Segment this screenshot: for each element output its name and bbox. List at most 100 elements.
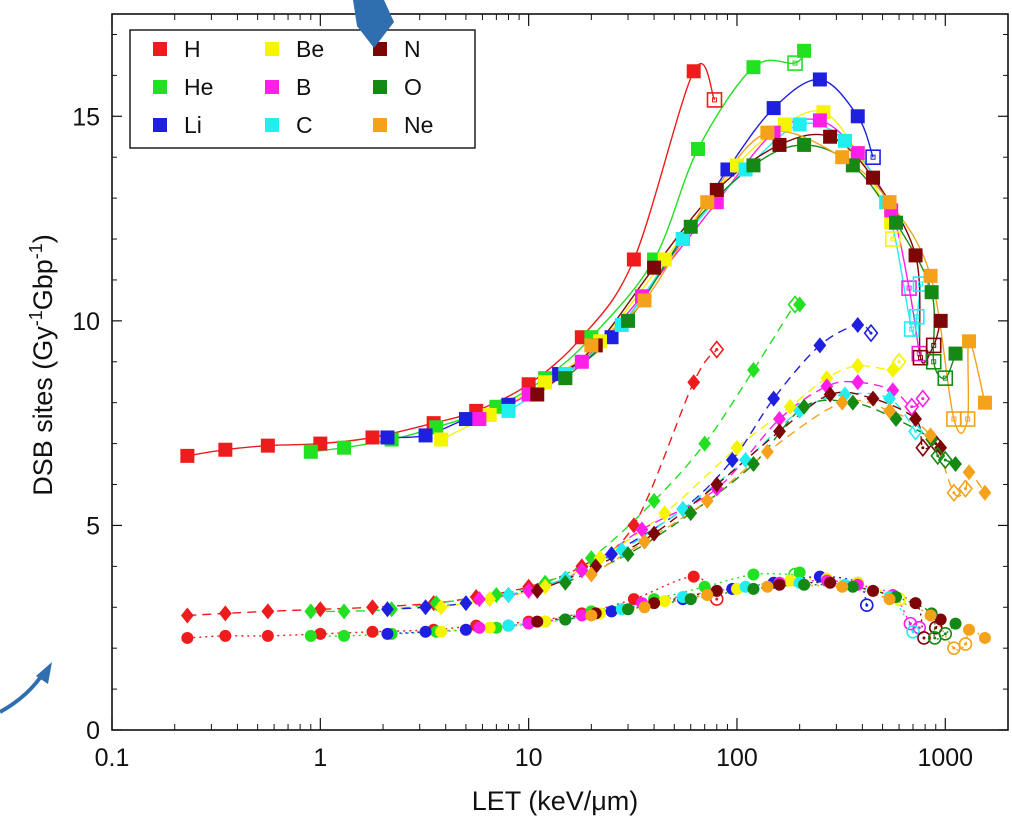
data-point-ne	[924, 427, 937, 444]
legend-label-c: C	[296, 112, 313, 138]
data-point-b	[574, 354, 589, 369]
open-data-point-o-inner	[942, 375, 948, 381]
open-data-point-o-inner	[931, 359, 937, 365]
data-point-ne	[963, 623, 976, 636]
data-point-ne	[701, 588, 714, 601]
legend-label-o: O	[404, 74, 422, 100]
data-point-h	[687, 570, 700, 583]
open-data-point-he-inner	[793, 573, 797, 577]
y-tick-label: 0	[86, 717, 100, 745]
data-point-li	[766, 101, 781, 116]
open-data-point-be	[885, 231, 901, 247]
data-point-be	[538, 375, 553, 390]
data-point-li	[380, 430, 395, 445]
legend-swatch-be	[265, 42, 279, 56]
data-point-o	[924, 285, 939, 300]
open-data-point-c-inner	[917, 281, 923, 287]
data-point-li	[605, 546, 618, 563]
data-point-ne	[962, 464, 976, 481]
data-point-n	[866, 170, 881, 185]
data-point-n	[908, 248, 923, 263]
data-point-h	[313, 601, 327, 618]
data-point-h	[181, 631, 194, 644]
data-point-h	[366, 599, 379, 616]
data-point-b	[851, 374, 865, 391]
y-axis-label-sup: -1	[26, 243, 46, 259]
data-point-o	[558, 574, 572, 591]
bottom-left-arrowhead-icon	[36, 662, 52, 684]
open-data-point-n-inner	[921, 446, 925, 450]
open-data-point-b-inner	[906, 285, 912, 291]
data-point-li	[459, 595, 473, 612]
data-point-li	[767, 390, 781, 407]
open-data-point-o	[938, 627, 953, 641]
open-data-point-o-inner	[943, 458, 947, 462]
legend-swatch-o	[373, 80, 387, 94]
y-tick-label: 10	[72, 308, 100, 336]
open-data-point-n-inner	[917, 355, 923, 361]
data-point-be	[851, 357, 865, 374]
open-data-point-he	[787, 55, 803, 71]
x-tick-label: 1	[313, 744, 327, 772]
open-data-point-ne-inner	[951, 416, 957, 422]
data-point-c	[502, 619, 515, 632]
y-axis-label-part: DSB sites (Gy	[28, 326, 58, 496]
data-point-he	[337, 440, 352, 455]
open-data-point-c-inner	[914, 429, 918, 433]
x-tick-label: 1000	[917, 744, 973, 772]
data-point-h	[314, 627, 327, 640]
open-data-point-be-inner	[890, 236, 896, 242]
open-data-point-ne-inner	[965, 416, 971, 422]
open-data-point-c	[908, 422, 923, 441]
legend-label-he: He	[184, 74, 213, 100]
data-point-li	[459, 623, 472, 636]
data-point-o	[684, 505, 698, 522]
data-point-li	[419, 625, 432, 638]
data-point-o	[797, 137, 812, 152]
legend-swatch-ne	[373, 118, 387, 132]
data-point-n	[709, 182, 724, 197]
data-point-n	[710, 584, 723, 597]
decorations	[0, 0, 394, 714]
data-point-li	[419, 599, 432, 616]
open-data-point-h	[709, 340, 725, 359]
open-data-point-be-inner	[897, 360, 901, 364]
data-point-ne	[923, 268, 938, 283]
data-point-li	[850, 109, 865, 124]
data-point-ne	[761, 443, 774, 460]
data-point-b	[472, 412, 487, 427]
data-point-he	[698, 435, 712, 452]
data-point-li	[605, 605, 618, 618]
open-data-point-n-inner	[931, 342, 937, 348]
open-data-point-h-inner	[715, 347, 719, 351]
y-axis-label-part: )	[28, 234, 58, 243]
data-point-he	[303, 444, 318, 459]
legend-swatch-c	[265, 118, 279, 132]
open-data-point-o	[937, 450, 953, 470]
x-axis-label: LET (keV/μm)	[472, 786, 639, 816]
fit-curve-ne-diamond	[591, 399, 986, 576]
y-axis-label: DSB sites (Gy-1Gbp-1)	[26, 234, 58, 496]
data-point-n	[909, 597, 922, 610]
data-point-he	[647, 492, 661, 509]
data-point-c	[883, 390, 896, 407]
open-data-point-he-inner	[792, 60, 798, 66]
data-point-n	[710, 476, 724, 493]
data-point-he	[489, 586, 503, 603]
data-point-c	[502, 586, 515, 603]
data-point-he	[747, 568, 760, 581]
data-point-he	[429, 420, 444, 435]
open-data-point-b-inner	[910, 405, 914, 409]
legend-label-h: H	[184, 36, 201, 62]
data-point-o	[747, 582, 760, 595]
data-point-n	[531, 615, 544, 628]
data-point-be	[435, 625, 448, 638]
legend-swatch-li	[153, 118, 167, 132]
open-data-point-n	[925, 337, 942, 354]
data-point-ne	[978, 484, 992, 501]
open-data-point-c	[909, 308, 925, 325]
data-point-li	[381, 627, 394, 640]
data-point-o	[949, 617, 962, 630]
open-data-point-n-inner	[934, 626, 938, 630]
data-point-b	[850, 146, 865, 161]
